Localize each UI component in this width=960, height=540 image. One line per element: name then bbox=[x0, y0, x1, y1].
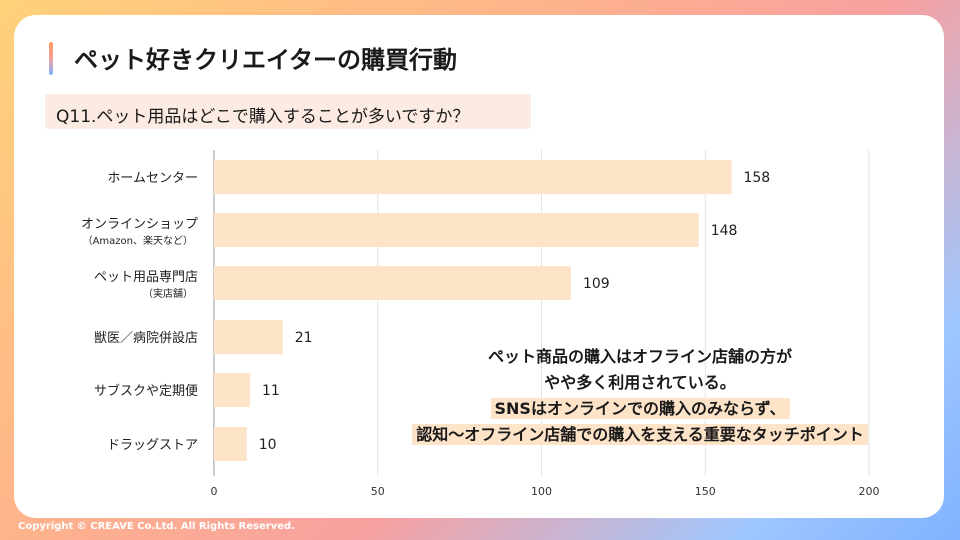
bar bbox=[214, 373, 251, 407]
question-box bbox=[45, 94, 531, 129]
page-title: ペット好きクリエイターの購買行動 bbox=[74, 46, 458, 74]
callout-line-2: やや多く利用されている。 bbox=[544, 373, 736, 392]
bar bbox=[214, 320, 283, 354]
data-label: 158 bbox=[743, 170, 770, 186]
data-label: 109 bbox=[583, 276, 610, 292]
x-tick-label: 0 bbox=[211, 485, 218, 498]
question-text: Q11.ペット用品はどこで購入することが多いですか？ bbox=[56, 107, 470, 127]
x-tick-label: 100 bbox=[531, 485, 552, 498]
callout-highlight-4: 認知〜オフライン店舗での購入を支える重要なタッチポイント bbox=[412, 424, 868, 445]
category-label: オンラインショップ bbox=[81, 217, 198, 232]
copyright: Copyright © CREAVE Co.Ltd. All Rights Re… bbox=[18, 521, 295, 532]
data-label: 11 bbox=[262, 383, 280, 399]
bar bbox=[214, 427, 247, 461]
callout-line-1: ペット商品の購入はオフライン店舗の方が bbox=[487, 347, 792, 366]
category-label: サブスクや定期便 bbox=[94, 383, 198, 399]
data-label: 148 bbox=[711, 223, 738, 239]
category-label: ホームセンター bbox=[107, 171, 198, 186]
bar bbox=[214, 266, 571, 300]
data-label: 10 bbox=[259, 437, 277, 453]
title-accent-bar bbox=[49, 42, 53, 75]
bar bbox=[214, 160, 732, 194]
category-sublabel: （実店舗） bbox=[143, 287, 193, 300]
x-tick-label: 50 bbox=[371, 485, 385, 498]
data-label: 21 bbox=[295, 330, 313, 346]
category-label: ペット用品専門店 bbox=[94, 270, 198, 285]
category-label: 獣医／病院併設店 bbox=[94, 330, 198, 346]
x-tick-label: 150 bbox=[695, 485, 716, 498]
callout-highlight-3: SNSはオンラインでの購入のみならず、 bbox=[490, 398, 790, 419]
category-sublabel: （Amazon、楽天など） bbox=[83, 234, 193, 247]
bar bbox=[214, 213, 699, 247]
callout-line-4: 認知〜オフライン店舗での購入を支える重要なタッチポイント bbox=[370, 422, 910, 448]
callout-line-3: SNSはオンラインでの購入のみならず、 bbox=[370, 396, 910, 422]
callout-text: ペット商品の購入はオフライン店舗の方が やや多く利用されている。 SNSはオンラ… bbox=[370, 344, 910, 448]
category-label: ドラッグストア bbox=[107, 438, 198, 453]
x-tick-label: 200 bbox=[859, 485, 880, 498]
